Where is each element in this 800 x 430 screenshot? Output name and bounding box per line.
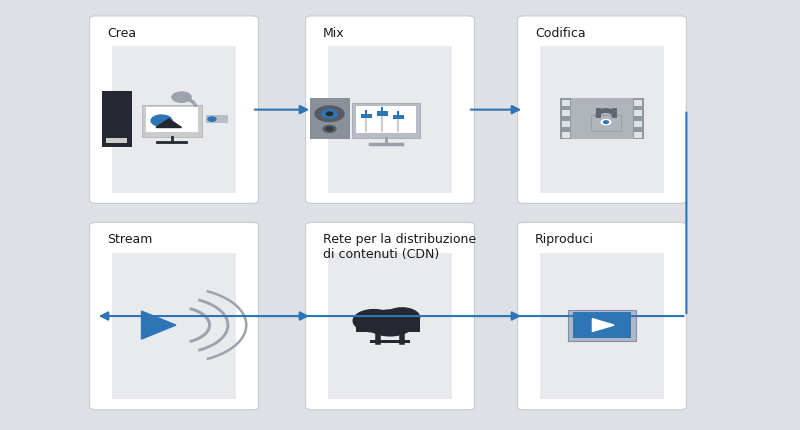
FancyBboxPatch shape: [328, 46, 452, 193]
FancyBboxPatch shape: [633, 98, 644, 139]
Text: Rete per la distribuzione
di contenuti (CDN): Rete per la distribuzione di contenuti (…: [323, 233, 476, 261]
Circle shape: [366, 310, 414, 336]
Polygon shape: [593, 319, 614, 332]
Polygon shape: [142, 311, 176, 339]
FancyBboxPatch shape: [328, 253, 452, 399]
FancyBboxPatch shape: [361, 114, 372, 118]
FancyBboxPatch shape: [102, 91, 132, 147]
FancyBboxPatch shape: [562, 100, 570, 106]
FancyBboxPatch shape: [206, 115, 228, 123]
FancyBboxPatch shape: [634, 100, 642, 106]
FancyBboxPatch shape: [90, 16, 258, 203]
FancyBboxPatch shape: [112, 46, 236, 193]
Text: Riproduci: Riproduci: [535, 233, 594, 246]
Circle shape: [323, 126, 336, 132]
FancyBboxPatch shape: [518, 222, 686, 410]
Circle shape: [151, 115, 172, 126]
Text: Crea: Crea: [107, 27, 136, 40]
Circle shape: [602, 120, 611, 125]
FancyBboxPatch shape: [377, 111, 388, 116]
FancyBboxPatch shape: [310, 98, 350, 139]
Circle shape: [208, 117, 216, 121]
Polygon shape: [156, 119, 182, 127]
Circle shape: [322, 110, 338, 118]
FancyBboxPatch shape: [634, 121, 642, 127]
FancyBboxPatch shape: [112, 253, 236, 399]
Circle shape: [326, 112, 333, 116]
FancyBboxPatch shape: [106, 138, 127, 143]
FancyBboxPatch shape: [393, 115, 404, 119]
Circle shape: [315, 106, 344, 122]
FancyBboxPatch shape: [306, 16, 474, 203]
Circle shape: [172, 92, 191, 102]
FancyBboxPatch shape: [90, 222, 258, 410]
FancyBboxPatch shape: [540, 253, 664, 399]
Circle shape: [354, 310, 395, 332]
FancyBboxPatch shape: [562, 121, 570, 127]
Text: Mix: Mix: [323, 27, 345, 40]
FancyBboxPatch shape: [562, 111, 570, 117]
FancyBboxPatch shape: [370, 340, 410, 343]
FancyBboxPatch shape: [352, 103, 420, 138]
FancyBboxPatch shape: [560, 98, 644, 139]
Circle shape: [385, 308, 420, 327]
FancyBboxPatch shape: [568, 310, 636, 341]
FancyBboxPatch shape: [562, 132, 570, 138]
Text: Stream: Stream: [107, 233, 153, 246]
Text: Codifica: Codifica: [535, 27, 586, 40]
FancyBboxPatch shape: [357, 319, 421, 332]
FancyBboxPatch shape: [634, 111, 642, 117]
FancyBboxPatch shape: [634, 132, 642, 138]
Circle shape: [326, 127, 333, 131]
Circle shape: [603, 121, 608, 123]
FancyBboxPatch shape: [142, 105, 202, 137]
FancyBboxPatch shape: [356, 106, 416, 133]
FancyBboxPatch shape: [590, 115, 622, 131]
FancyBboxPatch shape: [306, 222, 474, 410]
FancyBboxPatch shape: [560, 98, 571, 139]
FancyBboxPatch shape: [146, 108, 198, 132]
FancyBboxPatch shape: [573, 312, 631, 338]
FancyBboxPatch shape: [540, 46, 664, 193]
FancyBboxPatch shape: [518, 16, 686, 203]
